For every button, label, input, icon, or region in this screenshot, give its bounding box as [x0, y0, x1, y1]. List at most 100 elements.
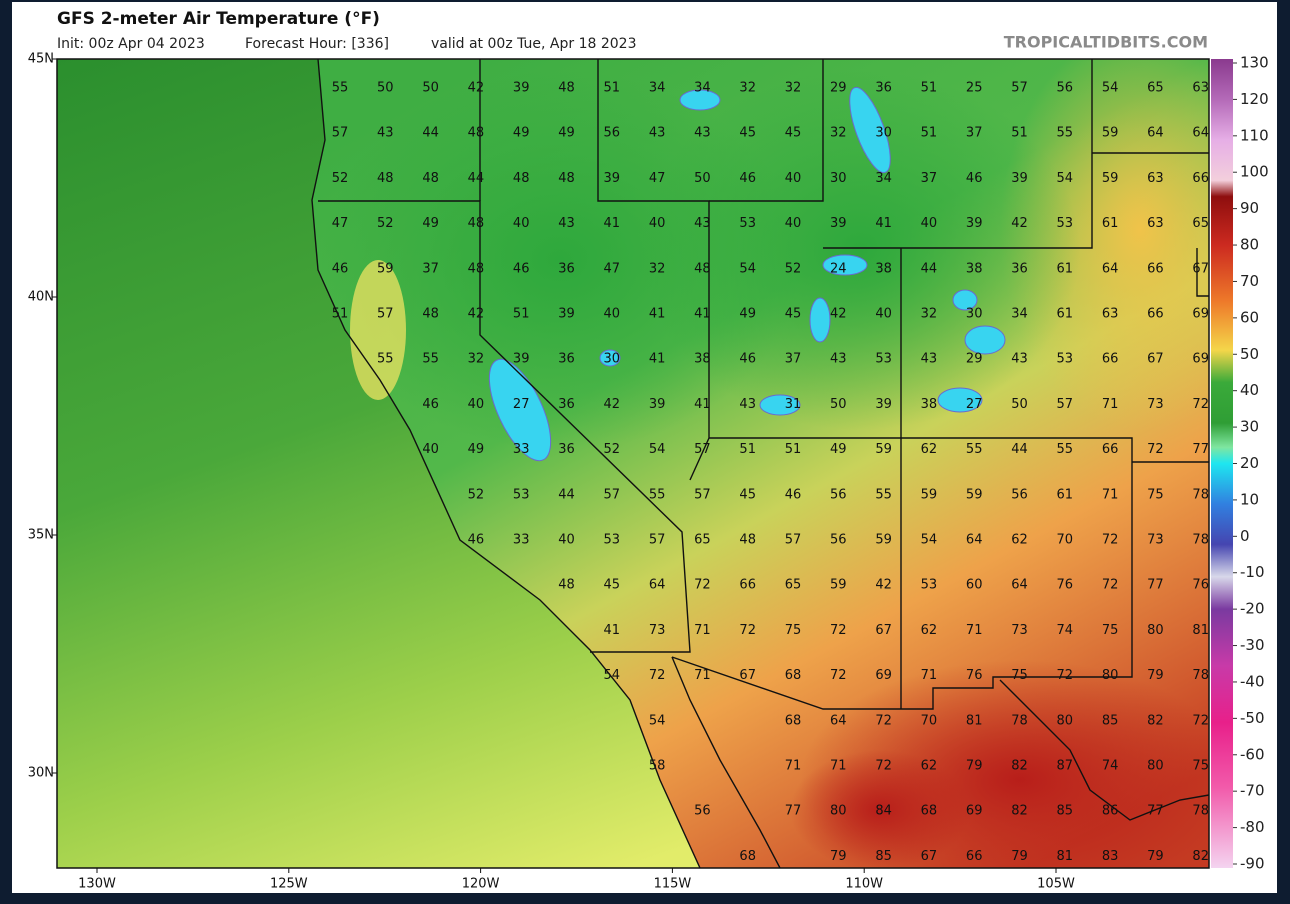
station-temp: 43 [1011, 352, 1028, 367]
station-temp: 63 [1102, 307, 1119, 322]
station-temp: 55 [422, 352, 439, 367]
station-temp: 71 [1102, 397, 1119, 412]
station-temp: 78 [1192, 804, 1209, 819]
station-temp: 43 [694, 216, 711, 231]
station-temp: 40 [513, 216, 530, 231]
station-temp: 36 [558, 397, 575, 412]
station-temp: 39 [649, 397, 666, 412]
station-temp: 67 [921, 849, 938, 864]
station-temp: 30 [875, 126, 892, 141]
station-temp: 55 [1057, 126, 1074, 141]
station-temp: 45 [785, 307, 802, 322]
station-temp: 43 [739, 397, 756, 412]
station-temp: 63 [1147, 216, 1164, 231]
station-temp: 83 [1102, 849, 1119, 864]
station-temp: 50 [694, 171, 711, 186]
station-temp: 36 [558, 261, 575, 276]
station-temp: 43 [830, 352, 847, 367]
colorbar-label: 0 [1240, 527, 1250, 545]
station-temp: 67 [1192, 261, 1209, 276]
station-temp: 40 [558, 533, 575, 548]
station-temp: 54 [649, 713, 666, 728]
station-temp: 37 [422, 261, 439, 276]
station-temp: 30 [966, 307, 983, 322]
station-temp: 46 [966, 171, 983, 186]
colorbar-label: -60 [1240, 745, 1265, 763]
station-temp: 46 [739, 352, 756, 367]
station-temp: 50 [377, 81, 394, 96]
colorbar-label: 30 [1240, 418, 1259, 436]
station-temp: 44 [921, 261, 938, 276]
station-temp: 72 [830, 623, 847, 638]
valid-time: valid at 00z Tue, Apr 18 2023 [431, 36, 637, 52]
station-temp: 36 [875, 81, 892, 96]
station-temp: 57 [1057, 397, 1074, 412]
lat-label: 45N [28, 52, 54, 67]
station-temp: 51 [604, 81, 621, 96]
station-temp: 56 [694, 804, 711, 819]
station-temp: 64 [966, 533, 983, 548]
lon-label: 120W [462, 877, 500, 892]
station-temp: 54 [649, 442, 666, 457]
colorbar-label: 50 [1240, 345, 1259, 363]
station-temp: 38 [966, 261, 983, 276]
station-temp: 57 [332, 126, 349, 141]
station-temp: 75 [1192, 759, 1209, 774]
station-temp: 78 [1192, 487, 1209, 502]
station-temp: 32 [468, 352, 485, 367]
station-temp: 71 [694, 623, 711, 638]
station-temp: 56 [830, 533, 847, 548]
station-temp: 72 [739, 623, 756, 638]
station-temp: 75 [1011, 668, 1028, 683]
watermark: TROPICALTIDBITS.COM [1004, 33, 1208, 52]
station-temp: 46 [785, 487, 802, 502]
station-temp: 79 [966, 759, 983, 774]
colorbar-label: -10 [1240, 563, 1265, 581]
station-temp: 71 [1102, 487, 1119, 502]
lon-label: 125W [270, 877, 308, 892]
station-temp: 75 [1147, 487, 1164, 502]
station-temp: 66 [1102, 442, 1119, 457]
station-temp: 41 [649, 352, 666, 367]
station-temp: 79 [830, 849, 847, 864]
colorbar-label: -30 [1240, 636, 1265, 654]
station-temp: 50 [422, 81, 439, 96]
station-temp: 55 [1057, 442, 1074, 457]
station-temp: 72 [694, 578, 711, 593]
station-temp: 42 [604, 397, 621, 412]
init-time: Init: 00z Apr 04 2023 [57, 36, 205, 52]
station-temp: 40 [649, 216, 666, 231]
station-temp: 61 [1057, 261, 1074, 276]
station-temp: 73 [1147, 533, 1164, 548]
station-temp: 52 [377, 216, 394, 231]
lon-label: 115W [654, 877, 692, 892]
station-temp: 43 [921, 352, 938, 367]
station-temp: 48 [558, 81, 575, 96]
station-temp: 80 [1147, 623, 1164, 638]
title: GFS 2-meter Air Temperature (°F) [57, 9, 380, 29]
station-temp: 49 [513, 126, 530, 141]
colorbar-label: 90 [1240, 199, 1259, 217]
colorbar [1211, 59, 1233, 868]
station-temp: 30 [830, 171, 847, 186]
lat-label: 35N [28, 528, 54, 543]
station-temp: 72 [1057, 668, 1074, 683]
station-temp: 62 [921, 442, 938, 457]
station-temp: 38 [875, 261, 892, 276]
station-temp: 78 [1192, 533, 1209, 548]
station-temp: 71 [921, 668, 938, 683]
station-temp: 48 [422, 171, 439, 186]
station-temp: 32 [785, 81, 802, 96]
station-temp: 41 [875, 216, 892, 231]
colorbar-label: 40 [1240, 381, 1259, 399]
station-temp: 39 [875, 397, 892, 412]
forecast-hour: Forecast Hour: [336] [245, 36, 389, 52]
station-temp: 57 [785, 533, 802, 548]
station-temp: 85 [875, 849, 892, 864]
station-temp: 41 [604, 216, 621, 231]
station-temp: 46 [739, 171, 756, 186]
station-temp: 59 [1102, 126, 1119, 141]
station-temp: 33 [513, 533, 530, 548]
station-temp: 52 [785, 261, 802, 276]
station-temp: 42 [468, 307, 485, 322]
